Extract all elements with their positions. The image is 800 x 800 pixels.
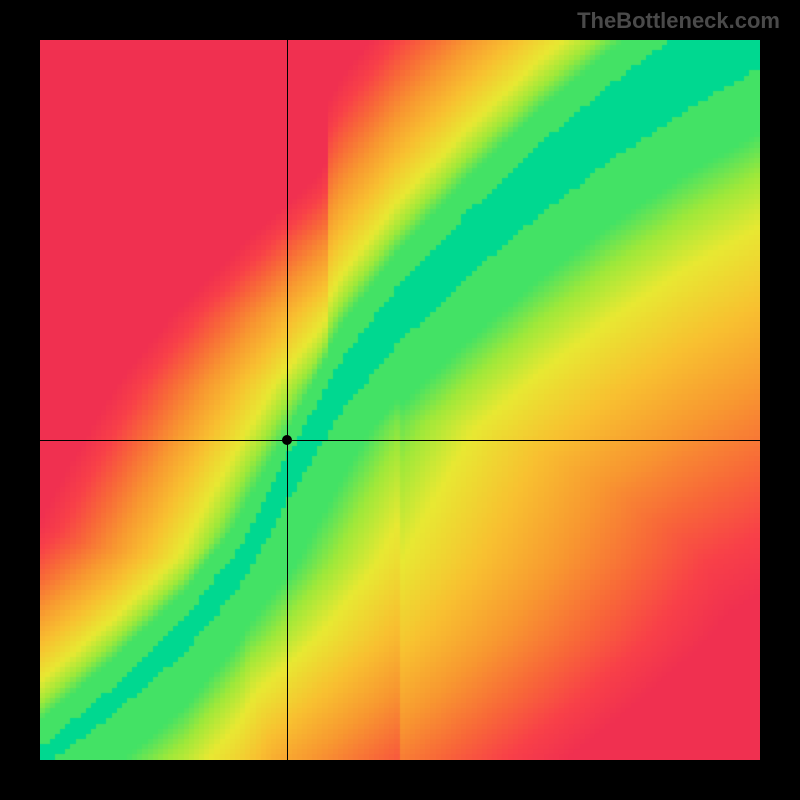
crosshair-vertical [287, 40, 288, 760]
heatmap-canvas [40, 40, 760, 760]
chart-container: TheBottleneck.com [0, 0, 800, 800]
crosshair-horizontal [40, 440, 760, 441]
watermark-text: TheBottleneck.com [577, 8, 780, 34]
crosshair-marker [282, 435, 292, 445]
plot-area [40, 40, 760, 760]
